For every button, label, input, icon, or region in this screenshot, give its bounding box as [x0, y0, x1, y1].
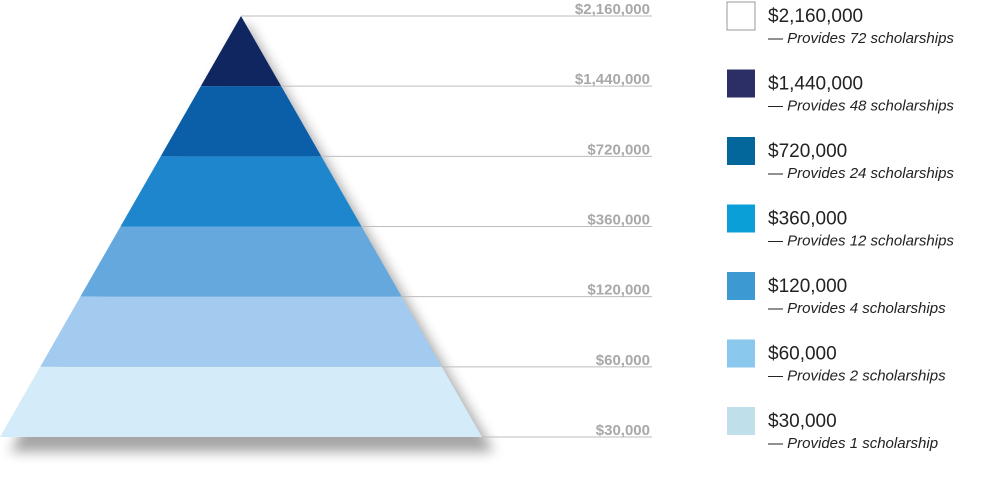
legend-description: — Provides 24 scholarships [767, 165, 954, 182]
level-label: $120,000 [587, 282, 650, 299]
level-label: $30,000 [596, 422, 650, 439]
pyramid-layer [0, 366, 482, 437]
legend-amount: $2,160,000 [768, 6, 863, 27]
legend-swatch [727, 339, 755, 368]
legend-description: — Provides 4 scholarships [767, 300, 946, 317]
level-label: $60,000 [596, 352, 650, 369]
legend-swatch [727, 69, 755, 98]
legend-swatch [727, 204, 755, 233]
legend-swatch [727, 137, 755, 165]
pyramid-layer [40, 296, 442, 367]
legend-amount: $60,000 [768, 344, 837, 365]
legend-description: — Provides 12 scholarships [767, 233, 954, 250]
legend-description: — Provides 72 scholarships [767, 30, 954, 47]
legend: $2,160,000 — Provides 72 scholarships $1,4… [726, 1, 954, 452]
level-label: $360,000 [587, 212, 650, 229]
level-label: $1,440,000 [575, 71, 650, 88]
level-label: $2,160,000 [575, 1, 650, 18]
legend-description: — Provides 1 scholarship [767, 435, 938, 452]
pyramid-layer [120, 156, 362, 227]
level-label: $720,000 [587, 141, 650, 158]
legend-swatch [727, 407, 755, 435]
pyramid: $2,160,000 $1,440,000 $720,000 $360,000 $120… [0, 1, 652, 439]
legend-description: — Provides 48 scholarships [767, 98, 954, 115]
legend-amount: $30,000 [768, 411, 837, 432]
pyramid-layer [200, 16, 282, 87]
legend-amount: $120,000 [768, 276, 847, 297]
legend-amount: $720,000 [768, 141, 847, 162]
legend-swatch [726, 1, 756, 31]
legend-description: — Provides 2 scholarships [767, 368, 946, 385]
pyramid-layer [80, 226, 402, 297]
legend-amount: $1,440,000 [768, 74, 863, 95]
legend-amount: $360,000 [768, 209, 847, 230]
pyramid-layer [160, 86, 322, 157]
legend-swatch [727, 272, 755, 300]
